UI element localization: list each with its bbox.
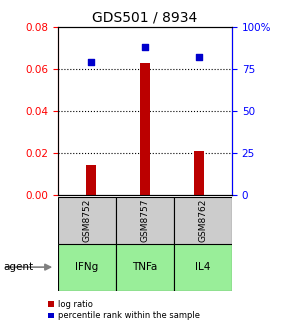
Bar: [86, 166, 95, 195]
Text: agent: agent: [3, 262, 33, 272]
Text: IL4: IL4: [195, 262, 211, 272]
Bar: [58, 244, 116, 291]
Point: [197, 54, 202, 60]
Point: [88, 59, 93, 65]
Text: TNFa: TNFa: [132, 262, 158, 272]
Bar: [116, 197, 174, 244]
Text: GSM8762: GSM8762: [198, 198, 208, 242]
Bar: [116, 244, 174, 291]
Bar: [174, 197, 232, 244]
Point: [143, 44, 147, 50]
Text: GSM8757: GSM8757: [140, 198, 150, 242]
Bar: [195, 151, 204, 195]
Title: GDS501 / 8934: GDS501 / 8934: [93, 10, 197, 24]
Bar: [140, 62, 150, 195]
Text: GSM8752: GSM8752: [82, 198, 92, 242]
Legend: log ratio, percentile rank within the sample: log ratio, percentile rank within the sa…: [48, 300, 200, 320]
Bar: [58, 197, 116, 244]
Bar: [174, 244, 232, 291]
Text: IFNg: IFNg: [75, 262, 99, 272]
